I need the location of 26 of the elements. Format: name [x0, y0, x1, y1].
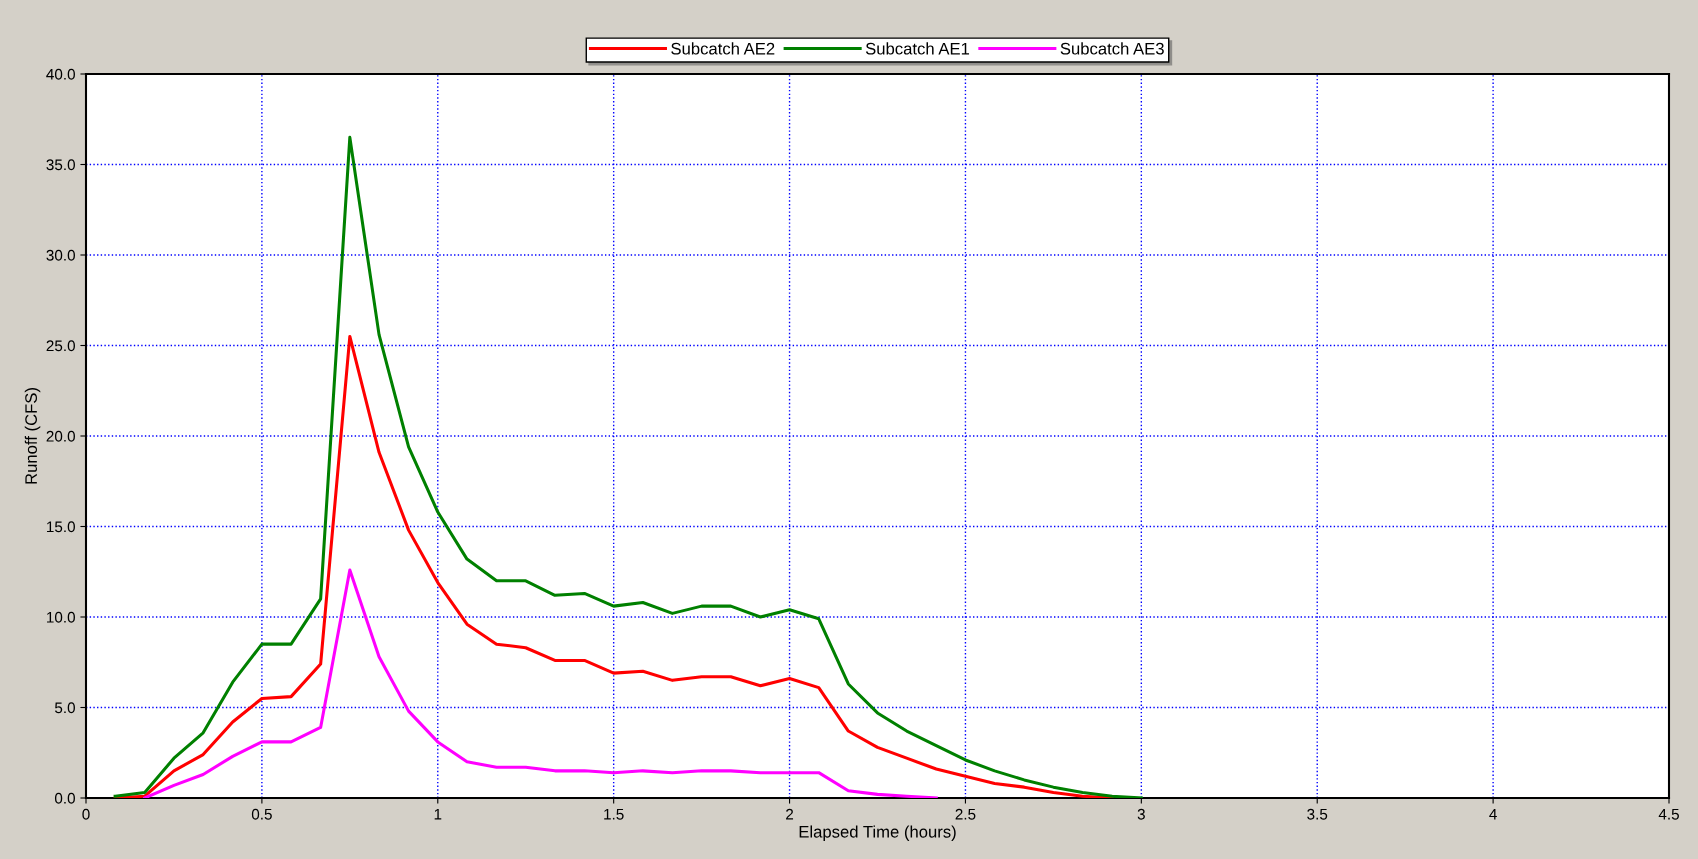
x-tick-label: 3	[1137, 808, 1145, 820]
x-tick-label: 2.5	[955, 808, 976, 820]
y-tick-label: 40.0	[46, 68, 75, 80]
line-series	[113, 135, 1143, 798]
x-axis-title: Elapsed Time (hours)	[799, 825, 956, 841]
y-tick-label: 5.0	[54, 702, 75, 714]
y-axis-title: Runoff (CFS)	[24, 388, 41, 484]
y-tick-label: 30.0	[46, 249, 75, 261]
x-tick-label: 4	[1489, 808, 1497, 820]
y-tick-label: 10.0	[47, 611, 75, 623]
x-tick-label: 3.5	[1307, 808, 1328, 820]
y-tick-label: 25.0	[46, 340, 75, 352]
legend-label: Subcatch AE1	[865, 42, 970, 55]
y-tick-label: 35.0	[46, 159, 75, 171]
x-tick-label: 1.5	[604, 808, 624, 820]
y-tick-label: 15.0	[47, 521, 75, 533]
x-tick-label: 4.5	[1658, 808, 1679, 820]
x-tick-label: 1	[434, 808, 442, 820]
y-tick-label: 20.0	[46, 430, 75, 442]
x-tick-label: 2	[786, 808, 794, 820]
x-tick-label: 0.5	[251, 808, 272, 820]
legend-label: Subcatch AE2	[671, 42, 775, 55]
x-tick-label: 0	[82, 808, 90, 820]
line-series	[143, 568, 938, 798]
y-tick-label: 0.0	[54, 792, 75, 804]
legend-label: Subcatch AE3	[1060, 42, 1164, 55]
